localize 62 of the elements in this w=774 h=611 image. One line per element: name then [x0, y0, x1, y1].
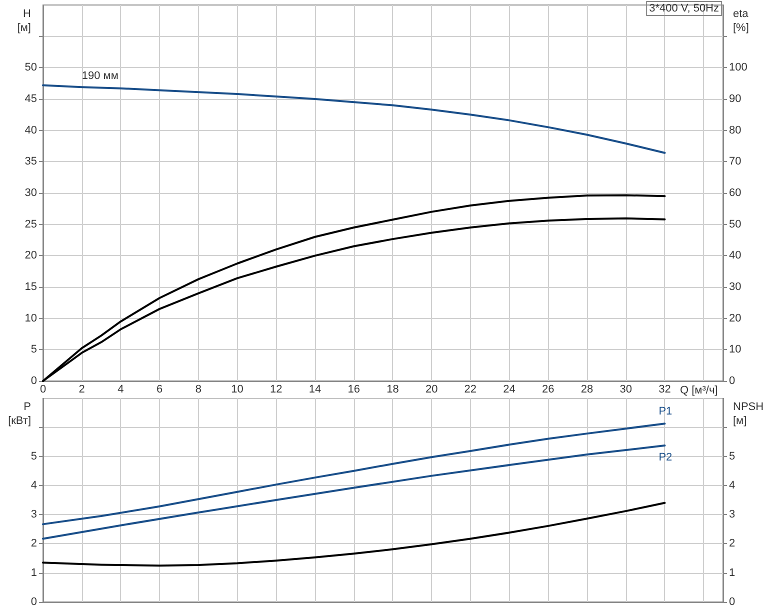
- x-tick-label: 10: [231, 384, 244, 396]
- x-axis-title: Q [м³/ч]: [680, 384, 718, 396]
- y2-tick-label: 4: [729, 479, 736, 492]
- y-tick-label: 15: [24, 281, 37, 293]
- y-tick-label: 10: [24, 312, 37, 324]
- y-tick-label: 45: [24, 93, 37, 105]
- y-tick-label: 0: [30, 596, 37, 608]
- x-tick-label: 14: [308, 384, 322, 396]
- y-axis-title: H [м]: [17, 8, 32, 34]
- y-tick-label: 2: [30, 538, 37, 550]
- series-label: P2: [658, 452, 672, 464]
- y-tick-label: 40: [24, 124, 37, 136]
- y-tick-label: 50: [24, 62, 37, 74]
- y2-tick-label: 10: [729, 344, 742, 356]
- y2-tick-label: 3: [729, 508, 736, 521]
- y-tick-label: 20: [24, 250, 37, 262]
- y2-tick-label: 5: [729, 450, 736, 462]
- y2-tick-label: 60: [729, 187, 742, 199]
- x-tick-label: 24: [503, 384, 516, 396]
- annotation: 190 мм: [82, 70, 118, 82]
- y2-tick-label: 100: [729, 62, 748, 74]
- x-tick-label: 32: [658, 384, 671, 396]
- y2-tick-label: 20: [729, 312, 742, 324]
- x-tick-label: 12: [270, 384, 282, 396]
- x-tick-label: 22: [464, 384, 477, 396]
- series-label: P1: [658, 406, 672, 418]
- y-tick-label: 5: [30, 450, 37, 462]
- x-tick-label: 16: [348, 384, 360, 396]
- line-series: [42, 502, 666, 567]
- line-series: [42, 84, 666, 154]
- y2-tick-label: 70: [729, 156, 742, 168]
- y-tick-label: 0: [30, 375, 37, 387]
- x-tick-label: 30: [620, 384, 632, 396]
- y-tick-label: 1: [30, 566, 37, 579]
- y-axis-title: P [кВт]: [8, 401, 31, 427]
- y2-tick-label: 1: [729, 566, 736, 579]
- chart-title: 3*400 V, 50Hz: [649, 2, 720, 14]
- y-tick-label: 35: [24, 156, 37, 168]
- y2-tick-label: 2: [729, 538, 736, 550]
- x-tick-label: 0: [40, 384, 46, 396]
- y2-tick-label: 0: [729, 375, 736, 387]
- x-tick-label: 28: [580, 384, 594, 396]
- x-tick-label: 20: [425, 384, 438, 396]
- y2-tick-label: 30: [729, 281, 742, 293]
- x-tick-label: 4: [118, 384, 124, 396]
- y-tick-label: 3: [30, 508, 37, 521]
- y2-tick-label: 40: [729, 250, 742, 262]
- y2-tick-label: 0: [729, 596, 736, 608]
- y2-tick-label: 50: [729, 218, 742, 230]
- y2-axis-title: NPSH [м]: [733, 401, 764, 427]
- y-tick-label: 4: [30, 479, 37, 492]
- y2-axis-title: eta [%]: [733, 8, 750, 34]
- x-tick-label: 6: [156, 384, 163, 396]
- y-tick-label: 30: [24, 187, 37, 199]
- y-tick-label: 25: [24, 218, 37, 230]
- x-tick-label: 8: [195, 384, 202, 396]
- x-tick-label: 26: [542, 384, 554, 396]
- y2-tick-label: 80: [729, 124, 742, 136]
- x-tick-label: 18: [386, 384, 399, 396]
- y2-tick-label: 90: [729, 93, 742, 105]
- y-tick-label: 5: [30, 344, 37, 356]
- x-tick-label: 2: [78, 384, 85, 396]
